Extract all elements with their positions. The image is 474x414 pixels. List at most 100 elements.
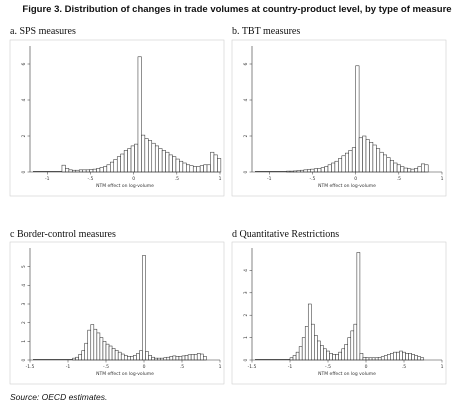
histogram-bar <box>331 162 336 173</box>
histogram-bar <box>102 341 107 361</box>
histogram-bar <box>289 357 294 361</box>
histogram-bar <box>368 357 373 361</box>
x-tick-label: -1 <box>288 364 293 370</box>
histogram-bar <box>190 354 195 361</box>
histogram-tbt: 0 2 4 6 -1 -.5 0 .5 1 NTM effect on log-volume <box>231 39 447 197</box>
histogram-bar <box>393 162 398 173</box>
histogram-bar <box>117 351 122 361</box>
histogram-bar <box>362 357 367 361</box>
y-tick-label: 2 <box>21 134 27 137</box>
histogram-bar <box>130 356 134 361</box>
histogram-bar <box>383 355 388 361</box>
histogram-bar <box>179 160 184 173</box>
histogram-bar <box>379 151 384 173</box>
histogram-bar <box>390 353 394 361</box>
histogram-bar <box>123 355 128 361</box>
y-tick-label: 6 <box>243 62 249 65</box>
histogram-bar <box>111 348 116 361</box>
histogram-bar <box>421 163 425 173</box>
histogram-bar <box>99 337 104 361</box>
histogram-bar <box>196 166 201 173</box>
histogram-bar <box>332 354 336 361</box>
histogram-bar <box>344 344 349 361</box>
plot-frame <box>9 39 225 197</box>
histogram-bar <box>165 151 170 173</box>
histogram-bar <box>323 348 327 361</box>
histogram-bar <box>414 355 418 361</box>
histogram-bar <box>93 328 98 361</box>
histogram-bar <box>313 168 318 173</box>
x-tick-label: -1.5 <box>248 364 257 370</box>
y-tick-label: 2 <box>243 314 249 317</box>
histogram-bar <box>182 162 187 173</box>
histogram-bar <box>213 154 218 173</box>
histogram-bar <box>151 356 155 361</box>
x-tick-label: 1 <box>219 176 222 182</box>
x-tick-label: 1 <box>219 364 222 370</box>
x-tick-label: -1.5 <box>26 364 35 370</box>
histogram-bar <box>353 323 358 361</box>
histogram-bar <box>136 353 140 361</box>
y-tick-label: 3 <box>21 302 27 305</box>
histogram-bar <box>348 150 353 173</box>
histogram-bar <box>383 154 387 173</box>
histogram-bar <box>151 142 156 173</box>
histogram-bar <box>84 342 89 361</box>
histogram-bar <box>399 350 403 361</box>
histogram-bar <box>166 356 171 361</box>
histogram-bar <box>163 357 168 361</box>
y-tick-label: 3 <box>243 291 249 294</box>
histogram-bar <box>362 135 367 173</box>
y-tick-label: 4 <box>21 98 27 101</box>
histogram-bar <box>420 357 425 361</box>
x-tick-label: -1 <box>267 176 272 182</box>
histogram-bar <box>158 148 163 173</box>
histogram-bar <box>189 165 194 173</box>
histogram-bar <box>338 158 343 173</box>
x-tick-label: 1 <box>441 176 444 182</box>
histogram-bar <box>303 169 308 173</box>
histogram-bar <box>61 164 66 173</box>
plot-frame <box>231 39 447 197</box>
histogram-bar <box>356 252 361 361</box>
histogram-bar <box>178 356 183 361</box>
histogram-bar <box>144 138 149 173</box>
histogram-bar <box>81 350 85 361</box>
x-tick-label: -.5 <box>325 364 331 370</box>
histogram-bar <box>411 354 415 361</box>
histogram-bar <box>75 356 79 361</box>
histogram-bar <box>317 340 321 361</box>
y-tick-label: 4 <box>243 269 249 272</box>
histogram-bar <box>380 356 385 361</box>
histogram-bar <box>396 351 400 361</box>
y-tick-label: 2 <box>21 321 27 324</box>
x-tick-label: -.5 <box>87 176 93 182</box>
histogram-bar <box>317 168 322 173</box>
histogram-bar <box>217 158 222 173</box>
y-tick-label: 0 <box>21 358 27 361</box>
histogram-bar <box>400 166 405 173</box>
histogram-bar <box>327 164 332 173</box>
histogram-bar <box>424 164 429 173</box>
histogram-bar <box>78 354 82 361</box>
histogram-bar <box>184 355 189 361</box>
x-axis-label: NTM effect on log-volume <box>318 183 376 189</box>
histogram-bar <box>206 164 211 173</box>
histogram-bar <box>92 168 97 173</box>
histogram-border-control: 0 1 2 3 4 5 -1.5 -1 -.5 0 .5 1 NTM effect on log-vol… <box>9 241 225 385</box>
y-tick-label: 6 <box>21 62 27 65</box>
histogram-sps: 0 2 4 6 -1 -.5 0 .5 1 NTM effect on log-volume <box>9 39 225 197</box>
histogram-bar <box>148 355 152 361</box>
histogram-bar <box>417 166 422 173</box>
y-tick-label: 0 <box>21 170 27 173</box>
y-tick-label: 4 <box>21 284 27 287</box>
histogram-bar <box>108 345 113 361</box>
panel-a-title: a. SPS measures <box>10 26 76 37</box>
histogram-bar <box>405 353 409 361</box>
histogram-bar <box>304 326 309 361</box>
histogram-bar <box>90 324 95 361</box>
histogram-bar <box>203 356 207 361</box>
y-tick-label: 2 <box>243 134 249 137</box>
histogram-bar <box>120 353 125 361</box>
histogram-bar <box>365 357 370 361</box>
